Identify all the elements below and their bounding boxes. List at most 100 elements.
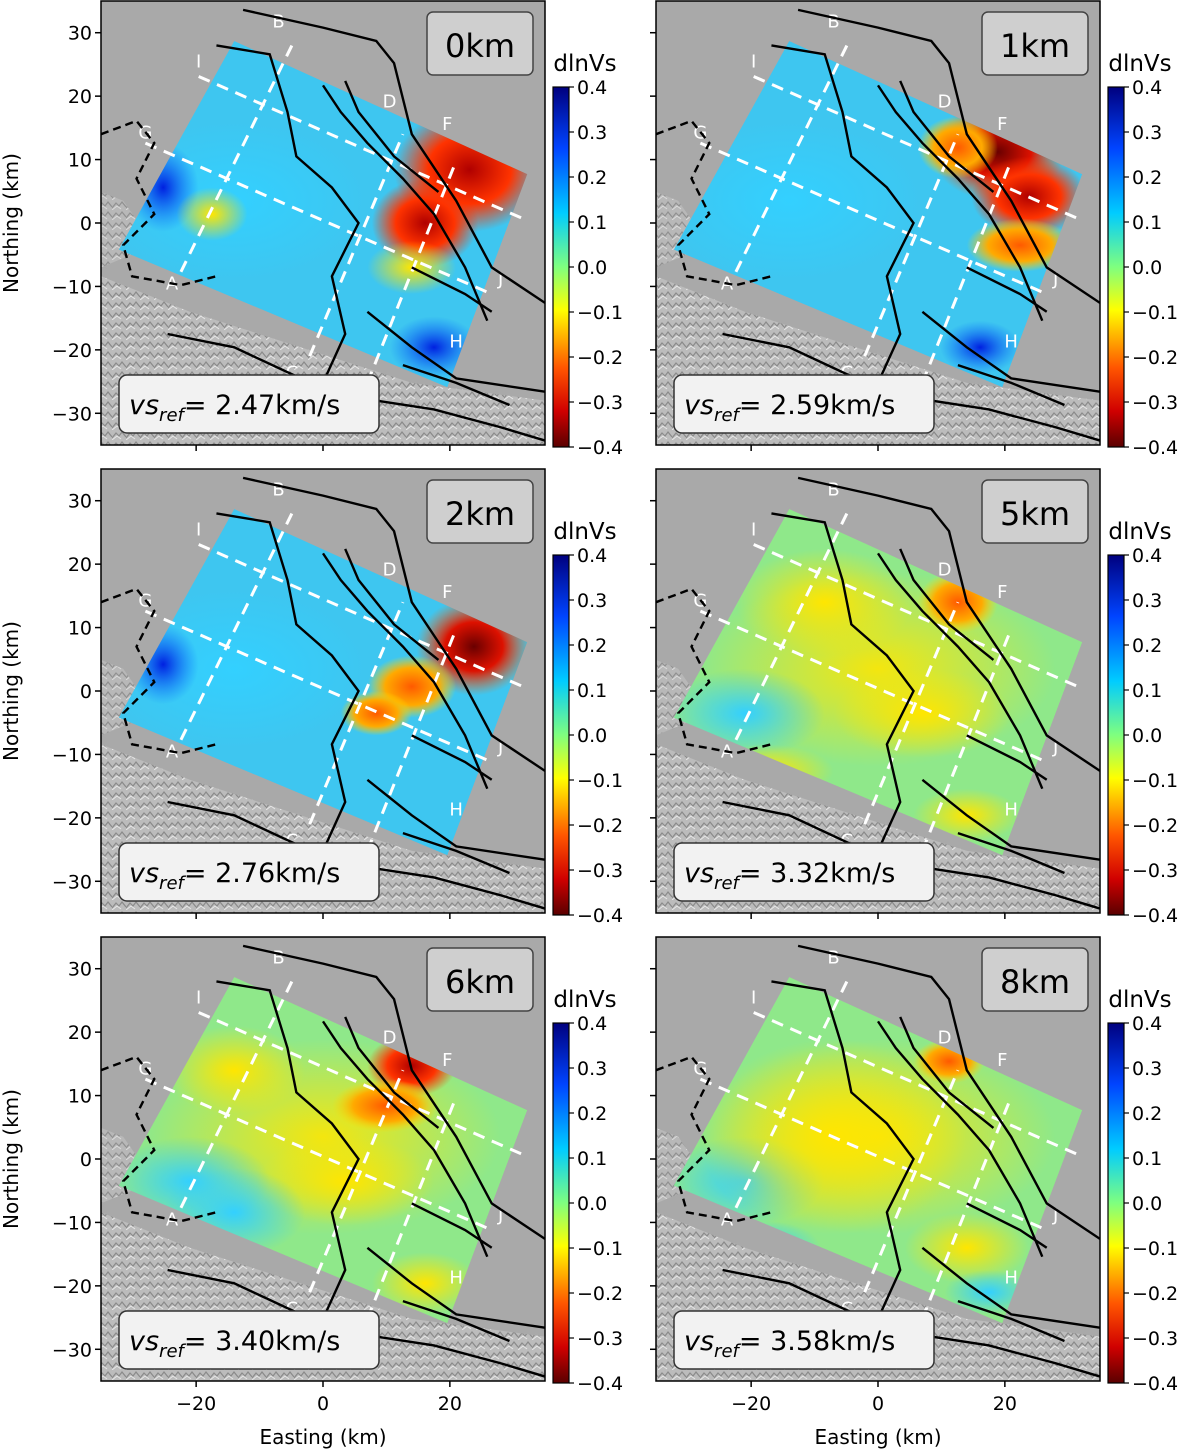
depth-label: 6km: [445, 963, 515, 1001]
colorbar-tick-label: −0.1: [1132, 770, 1178, 792]
colorbar-title: dlnVs: [553, 51, 616, 77]
y-tick-label: 0: [80, 213, 92, 235]
fault-line: [931, 867, 1100, 910]
colorbar-tick-label: −0.1: [577, 302, 623, 324]
y-tick-label: −30: [52, 403, 92, 425]
profile-line: [179, 980, 294, 1209]
colorbar-tick-label: −0.3: [577, 1328, 623, 1350]
y-tick-label: 30: [68, 491, 92, 513]
panel-6km: ABCDEFGHIJ6kmvsref= 3.40km/s3020100−10−2…: [0, 936, 623, 1449]
fault-line: [957, 1299, 1065, 1343]
fault-line: [877, 1020, 1044, 1258]
fault-line: [931, 399, 1100, 442]
fault-line: [322, 1020, 489, 1258]
colorbar-tick-label: −0.2: [577, 347, 623, 369]
colorbar: [552, 86, 570, 448]
fault-line: [216, 980, 360, 1320]
y-tick-label: 0: [80, 681, 92, 703]
fault-line: [376, 1335, 545, 1378]
vs-ref-label: vsref= 3.58km/s: [684, 1326, 895, 1362]
colorbar-tick-label: 0.2: [1132, 167, 1162, 189]
y-axis-title: Northing (km): [0, 1089, 23, 1229]
colorbar-title: dlnVs: [1108, 51, 1171, 77]
colorbar-tick-label: 0.2: [577, 635, 607, 657]
profile-label: I: [751, 988, 756, 1009]
profile-label: J: [1052, 269, 1058, 290]
profile-label: F: [442, 1050, 452, 1071]
profile-line: [699, 609, 1048, 764]
vs-ref-box: vsref= 2.47km/s: [118, 374, 380, 434]
profile-line: [734, 44, 849, 273]
boundary-dashed-line: [656, 1055, 772, 1223]
x-tick-label: 20: [438, 1393, 462, 1415]
profile-label: I: [196, 520, 201, 541]
depth-label-box: 0km: [426, 11, 534, 76]
fault-line: [957, 363, 1065, 407]
profile-line: [179, 44, 294, 273]
profile-label: H: [449, 331, 463, 352]
colorbar-tick-label: 0.0: [1132, 257, 1162, 279]
depth-label-box: 8km: [981, 947, 1089, 1012]
fault-line: [376, 399, 545, 442]
boundary-dashed-line: [656, 587, 772, 755]
profile-line: [144, 141, 493, 296]
profile-label: H: [1004, 1267, 1018, 1288]
colorbar-tick-label: 0.4: [1132, 1013, 1162, 1035]
profile-label: I: [751, 520, 756, 541]
colorbar-tick-label: −0.4: [1132, 1373, 1178, 1395]
colorbar-tick-label: 0.3: [1132, 590, 1162, 612]
y-tick-label: −30: [52, 1339, 92, 1361]
x-axis-title: Easting (km): [814, 1425, 941, 1449]
colorbar-tick-label: 0.2: [577, 167, 607, 189]
profile-label: F: [997, 582, 1007, 603]
fault-line: [797, 8, 1100, 304]
colorbar-tick-label: 0.3: [1132, 122, 1162, 144]
colorbar-tick-label: 0.0: [577, 725, 607, 747]
profile-label: D: [383, 1028, 397, 1049]
colorbar-tick-label: 0.4: [577, 1013, 607, 1035]
x-axis-title: Easting (km): [259, 1425, 386, 1449]
profile-label: J: [497, 1205, 503, 1226]
fault-line: [899, 80, 995, 193]
boundary-dashed-line: [101, 119, 217, 287]
fault-line: [411, 734, 493, 781]
colorbar: [1107, 86, 1125, 448]
fault-line: [957, 831, 1065, 875]
y-tick-label: 0: [80, 1149, 92, 1171]
profile-label: B: [272, 948, 284, 969]
colorbar-tick-label: −0.1: [1132, 1238, 1178, 1260]
profile-line: [179, 512, 294, 741]
fault-line: [931, 1335, 1100, 1378]
colorbar-tick-label: −0.2: [1132, 347, 1178, 369]
colorbar-tick-label: 0.4: [577, 77, 607, 99]
colorbar-tick-label: −0.2: [1132, 1283, 1178, 1305]
profile-label: F: [442, 114, 452, 135]
fault-line: [344, 1016, 440, 1129]
profile-line: [308, 1069, 405, 1293]
fault-line: [402, 831, 510, 875]
depth-label: 2km: [445, 495, 515, 533]
colorbar: [552, 554, 570, 916]
colorbar: [552, 1022, 570, 1384]
colorbar-tick-label: 0.2: [1132, 635, 1162, 657]
fault-line: [242, 476, 545, 772]
colorbar-tick-label: −0.3: [1132, 392, 1178, 414]
colorbar-tick-label: 0.0: [1132, 1193, 1162, 1215]
fault-line: [877, 84, 1044, 322]
colorbar-tick-label: −0.3: [1132, 860, 1178, 882]
profile-label: F: [997, 114, 1007, 135]
vs-ref-box: vsref= 3.40km/s: [118, 1310, 380, 1370]
fault-line: [877, 552, 1044, 790]
profile-label: H: [449, 799, 463, 820]
profile-label: B: [827, 12, 839, 33]
y-tick-label: 10: [68, 1086, 92, 1108]
colorbar-tick-label: 0.2: [1132, 1103, 1162, 1125]
profile-line: [734, 512, 849, 741]
x-tick-label: 20: [993, 1393, 1017, 1415]
colorbar-tick-label: 0.0: [577, 257, 607, 279]
colorbar-title: dlnVs: [1108, 987, 1171, 1013]
y-tick-label: 30: [68, 23, 92, 45]
profile-line: [863, 133, 960, 357]
profile-label: I: [196, 52, 201, 73]
colorbar-tick-label: −0.1: [577, 1238, 623, 1260]
